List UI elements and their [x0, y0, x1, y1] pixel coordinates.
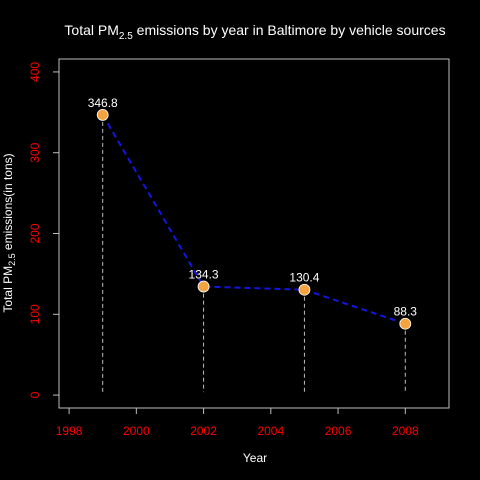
y-axis-label: Total PM2.5 emissions(in tons) — [1, 153, 17, 312]
data-label: 130.4 — [289, 271, 319, 285]
series-line — [101, 114, 406, 325]
x-tick-label: 2000 — [123, 424, 150, 438]
x-tick-label: 2004 — [257, 424, 284, 438]
chart-title: Total PM2.5 emissions by year in Baltimo… — [64, 22, 445, 42]
drop-lines — [102, 114, 406, 393]
data-points — [96, 109, 412, 330]
y-tick-label: 0 — [28, 391, 42, 398]
data-point — [96, 109, 109, 121]
data-point — [298, 283, 311, 296]
data-label: 346.8 — [88, 96, 118, 110]
x-axis-label: Year — [243, 451, 267, 465]
x-tick-label: 2002 — [190, 424, 217, 438]
data-label: 134.3 — [189, 268, 219, 282]
y-tick-label: 400 — [28, 62, 42, 82]
x-tick-label: 2008 — [392, 424, 419, 438]
y-axis: 0 100 200 300 400 — [28, 62, 60, 398]
data-labels: 346.8 134.3 130.4 88.3 — [88, 96, 418, 319]
data-point — [197, 280, 210, 293]
x-tick-label: 2006 — [325, 424, 352, 438]
y-tick-label: 200 — [28, 223, 42, 243]
x-axis: 1998 2000 2002 2004 2006 2008 — [56, 407, 419, 438]
x-tick-label: 1998 — [56, 424, 83, 438]
y-tick-label: 100 — [28, 304, 42, 324]
data-point — [399, 317, 412, 330]
data-label: 88.3 — [394, 305, 418, 319]
y-tick-label: 300 — [28, 142, 42, 162]
